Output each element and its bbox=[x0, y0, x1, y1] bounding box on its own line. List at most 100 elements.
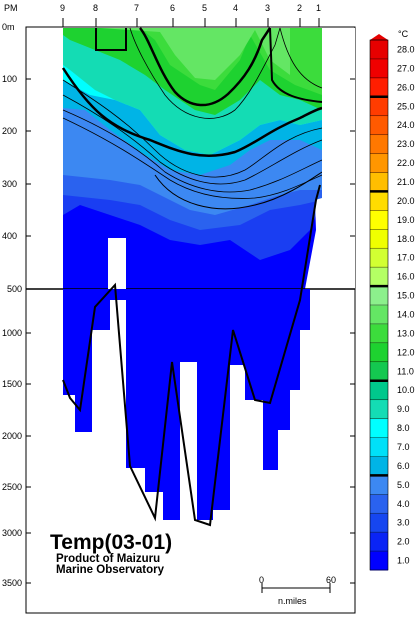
colorbar-label-20.0: 20.0 bbox=[397, 196, 415, 206]
upper-section bbox=[61, 27, 355, 289]
colorbar-unit: °C bbox=[398, 29, 409, 39]
depth-label-100: 100 bbox=[2, 74, 17, 84]
station-label-4: 4 bbox=[233, 3, 238, 13]
isotherm-thick-3 bbox=[95, 28, 127, 51]
scale-unit: n.miles bbox=[278, 596, 307, 606]
colorbar-label-10.0: 10.0 bbox=[397, 385, 415, 395]
colorbar-swatch-2 bbox=[370, 532, 388, 552]
lower-white-gap bbox=[108, 238, 126, 289]
colorbar-label-4.0: 4.0 bbox=[397, 499, 410, 509]
colorbar-swatch-1 bbox=[370, 551, 388, 571]
colorbar-swatch-7 bbox=[370, 437, 388, 457]
upper-land-notch bbox=[305, 28, 355, 289]
colorbar-swatch-26 bbox=[370, 77, 388, 98]
isotherm-bottom bbox=[154, 171, 323, 210]
colorbar: 1.0 2.0 3.0 4.0 5.0 6.0 7.0 8.0 9.0 10.0 11.0 12.0 1… bbox=[369, 34, 415, 571]
station-label-5: 5 bbox=[202, 3, 207, 13]
colorbar-swatch-12 bbox=[370, 342, 388, 363]
depth-label-1500: 1500 bbox=[2, 379, 22, 389]
colorbar-label-25.0: 25.0 bbox=[397, 101, 415, 111]
subtitle-line-2: Marine Observatory bbox=[56, 564, 165, 576]
isotherm-thick-4 bbox=[269, 27, 323, 103]
colorbar-swatch-18 bbox=[370, 229, 388, 249]
depth-axis: 0m 100 200 300 400 500 1000 1500 2000 2500 3000 350… bbox=[2, 22, 355, 588]
depth-label-400: 400 bbox=[2, 231, 17, 241]
isotherm-thin-5 bbox=[129, 27, 281, 119]
colorbar-swatch-6 bbox=[370, 456, 388, 476]
scale-start: 0 bbox=[259, 575, 264, 585]
scale-bar: 0 60 n.miles bbox=[259, 575, 336, 606]
depth-label-3500: 3500 bbox=[2, 578, 22, 588]
colorbar-swatch-16 bbox=[370, 267, 388, 287]
depth-label-2500: 2500 bbox=[2, 482, 22, 492]
station-label-9: 9 bbox=[60, 3, 65, 13]
station-label-6: 6 bbox=[170, 3, 175, 13]
colorbar-label-28.0: 28.0 bbox=[397, 44, 415, 54]
isotherm-thin-3 bbox=[62, 109, 323, 193]
station-label-2: 2 bbox=[297, 3, 302, 13]
colorbar-swatch-11 bbox=[370, 361, 388, 382]
isotherm-thick-2 bbox=[139, 27, 272, 107]
isotherm-thin-4 bbox=[62, 117, 323, 199]
colorbar-label-18.0: 18.0 bbox=[397, 234, 415, 244]
station-label-8: 8 bbox=[93, 3, 98, 13]
bottom-profile bbox=[62, 184, 321, 527]
station-axis: 9 8 7 6 5 4 3 2 1 bbox=[60, 3, 321, 27]
colorbar-label-9.0: 9.0 bbox=[397, 404, 410, 414]
isotherm-thin-6 bbox=[279, 27, 323, 89]
colorbar-label-27.0: 27.0 bbox=[397, 63, 415, 73]
colorbar-swatch-17 bbox=[370, 248, 388, 268]
colorbar-label-14.0: 14.0 bbox=[397, 309, 415, 319]
colorbar-swatch-3 bbox=[370, 513, 388, 533]
colorbar-swatch-14 bbox=[370, 305, 388, 325]
colorbar-cap bbox=[370, 34, 388, 40]
depth-label-break: 500 bbox=[7, 284, 22, 294]
colorbar-swatch-15 bbox=[370, 286, 388, 306]
colorbar-label-24.0: 24.0 bbox=[397, 120, 415, 130]
colorbar-swatch-19 bbox=[370, 210, 388, 230]
colorbar-swatch-10 bbox=[370, 380, 388, 401]
chart-title: Temp(03-01) bbox=[50, 531, 172, 554]
colorbar-label-3.0: 3.0 bbox=[397, 518, 410, 528]
colorbar-label-19.0: 19.0 bbox=[397, 215, 415, 225]
subtitle-line-1: Product of Maizuru bbox=[56, 553, 160, 565]
colorbar-label-8.0: 8.0 bbox=[397, 423, 410, 433]
colorbar-swatch-28 bbox=[370, 40, 388, 60]
colorbar-swatch-8 bbox=[370, 418, 388, 438]
depth-label-200: 200 bbox=[2, 126, 17, 136]
band-10 bbox=[100, 28, 290, 80]
colorbar-swatch-22 bbox=[370, 153, 388, 173]
colorbar-label-5.0: 5.0 bbox=[397, 480, 410, 490]
colorbar-swatch-5 bbox=[370, 475, 388, 495]
colorbar-label-16.0: 16.0 bbox=[397, 272, 415, 282]
scale-end: 60 bbox=[326, 575, 336, 585]
depth-label-2000: 2000 bbox=[2, 431, 22, 441]
colorbar-label-23.0: 23.0 bbox=[397, 139, 415, 149]
colorbar-label-12.0: 12.0 bbox=[397, 347, 415, 357]
pm-label: PM bbox=[4, 3, 18, 13]
lower-water bbox=[63, 289, 310, 520]
colorbar-label-17.0: 17.0 bbox=[397, 253, 415, 263]
colorbar-swatch-27 bbox=[370, 58, 388, 79]
colorbar-swatch-4 bbox=[370, 494, 388, 514]
depth-label-0m: 0m bbox=[2, 22, 15, 32]
plot-frame bbox=[25, 26, 356, 614]
station-label-1: 1 bbox=[316, 3, 321, 13]
colorbar-swatch-13 bbox=[370, 323, 388, 344]
isotherm-thick-1 bbox=[61, 67, 323, 157]
colorbar-swatch-20 bbox=[370, 191, 388, 211]
colorbar-label-1.0: 1.0 bbox=[397, 556, 410, 566]
colorbar-swatch-23 bbox=[370, 134, 388, 155]
colorbar-label-7.0: 7.0 bbox=[397, 442, 410, 452]
depth-label-300: 300 bbox=[2, 179, 17, 189]
depth-label-3000: 3000 bbox=[2, 528, 22, 538]
station-label-7: 7 bbox=[134, 3, 139, 13]
station-label-3: 3 bbox=[265, 3, 270, 13]
colorbar-swatch-21 bbox=[370, 172, 388, 192]
colorbar-label-22.0: 22.0 bbox=[397, 158, 415, 168]
colorbar-swatch-25 bbox=[370, 96, 388, 117]
depth-label-1000: 1000 bbox=[2, 328, 22, 338]
colorbar-swatch-9 bbox=[370, 399, 388, 420]
isotherm-thin-2 bbox=[62, 94, 323, 185]
